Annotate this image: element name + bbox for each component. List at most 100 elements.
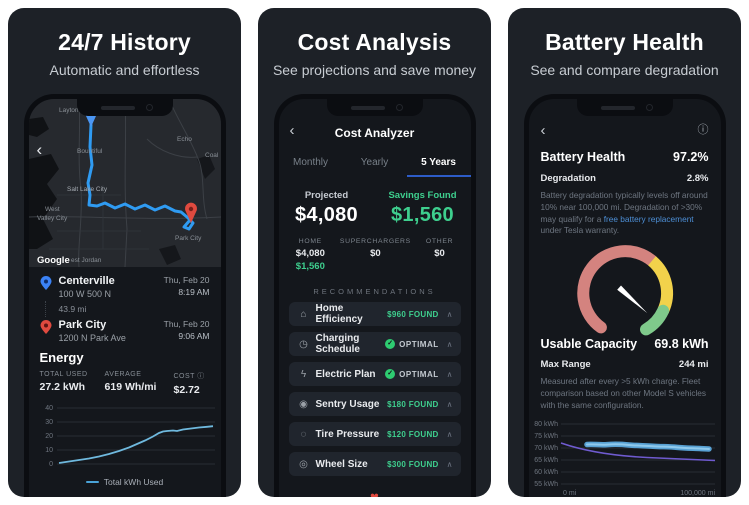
rec-electric-plan[interactable]: ϟ Electric Plan ✓ OPTIMAL ∧ (288, 362, 461, 386)
rec-tire-pressure[interactable]: ◌ Tire Pressure $120 FOUND ∧ (288, 422, 461, 446)
map-label: Layton (59, 107, 79, 114)
panel-title: 24/7 History (58, 29, 191, 55)
tab-monthly[interactable]: Monthly (292, 157, 328, 168)
gauge-green-arc (639, 304, 669, 336)
stat-total-used: TOTAL USED 27.2 kWh (39, 371, 88, 393)
end-name: Park City (58, 319, 107, 331)
panel-subtitle: Automatic and effortless (49, 62, 200, 78)
map-label: Salt Lake City (67, 186, 108, 193)
chevron-up-icon: ∧ (446, 369, 453, 379)
phone-screen: ‹ Cost Analyzer Monthly Yearly 5 Years P… (278, 99, 471, 497)
savings-badge: $120 FOUND (387, 429, 439, 439)
your-measurements-core (585, 443, 710, 451)
info-icon[interactable]: ⓘ (697, 124, 709, 136)
degradation-note: Battery degradation typically levels off… (540, 190, 708, 236)
battery-replacement-link[interactable]: free battery replacement (603, 213, 694, 224)
trip-start-row[interactable]: Centerville 100 W 500 N Thu, Feb 20 8:19… (40, 275, 210, 299)
panel-title: Cost Analysis (297, 29, 452, 55)
projected-value: $4,080 (295, 204, 358, 226)
optimal-badge: OPTIMAL (399, 369, 439, 379)
y-tick: 75 kWh (534, 433, 558, 440)
panel-battery-health: Battery Health See and compare degradati… (508, 8, 741, 497)
x-max-label: 100,000 mi (680, 490, 715, 497)
breakdown-superchargers: SUPERCHARGERS $0 (339, 238, 411, 259)
rec-home-efficiency[interactable]: ⌂ Home Efficiency $960 FOUND ∧ (288, 302, 461, 326)
end-time: 9:06 AM (178, 331, 210, 341)
battery-health-value: 97.2% (673, 150, 709, 164)
phone-notch (576, 99, 673, 116)
map-label: Coal (205, 152, 219, 159)
trip-map[interactable]: Layton Echo Coal Bountiful Salt Lake Cit… (28, 99, 221, 268)
savings-badge: $180 FOUND (387, 399, 439, 409)
tab-yearly[interactable]: Yearly (360, 157, 389, 168)
check-circle-icon: ✓ (385, 339, 396, 349)
tab-5-years[interactable]: 5 Years (406, 157, 471, 177)
phone-notch (76, 99, 173, 116)
degradation-value: 2.8% (686, 173, 709, 184)
capacity-chart: 80 kWh 75 kWh 70 kWh 65 kWh 60 kWh 55 kW… (534, 421, 715, 497)
y-tick: 20 (45, 433, 53, 440)
y-tick: 40 (45, 405, 53, 412)
y-tick: 10 (45, 447, 53, 454)
energy-line (58, 425, 213, 464)
clock-icon: ◷ (299, 338, 308, 350)
map-label: est Jordan (71, 257, 102, 264)
rec-charging-schedule[interactable]: ◷ Charging Schedule ✓ OPTIMAL ∧ (288, 332, 461, 356)
google-logo: Google (37, 255, 70, 266)
back-chevron-icon[interactable]: ‹ (36, 140, 43, 159)
savings-label: Savings Found (388, 190, 457, 201)
y-tick: 65 kWh (534, 457, 558, 464)
back-chevron-icon[interactable]: ‹ (540, 122, 546, 139)
map-label: Echo (177, 136, 192, 143)
red-pin-icon (40, 320, 51, 334)
check-circle-icon: ✓ (385, 369, 396, 379)
stat-cost: COST ⓘ $2.72 (173, 373, 205, 396)
start-date: Thu, Feb 20 (163, 275, 210, 285)
back-chevron-icon[interactable]: ‹ (289, 122, 295, 139)
gauge-red-arc (576, 245, 658, 334)
start-time: 8:19 AM (178, 287, 210, 297)
map-label: Valley City (37, 215, 68, 222)
y-tick: 60 kWh (534, 469, 558, 476)
trip-end-row[interactable]: Park City 1200 N Park Ave Thu, Feb 20 9:… (40, 319, 210, 343)
wheel-icon: ◎ (299, 458, 308, 470)
energy-heading: Energy (39, 350, 84, 365)
y-tick: 0 (49, 461, 53, 468)
map-terrain-patch (196, 155, 215, 179)
chevron-up-icon: ∧ (446, 309, 453, 319)
chevron-up-icon: ∧ (446, 459, 453, 469)
map-terrain-patch (28, 154, 59, 249)
chevron-up-icon: ∧ (446, 429, 453, 439)
measurement-note: Measured after every >5 kWh charge. Flee… (540, 376, 707, 410)
chevron-up-icon: ∧ (446, 399, 453, 409)
home-icon: ⌂ (300, 308, 307, 320)
tire-pressure-icon: ◌ (300, 428, 307, 440)
battery-health-label: Battery Health (540, 150, 626, 164)
map-label: Bountiful (77, 148, 103, 155)
panel-history: 24/7 History Automatic and effortless (8, 8, 241, 497)
heart-icon: ♥ (279, 489, 471, 497)
energy-chart: 40 30 20 10 0 (45, 405, 215, 468)
stat-average: AVERAGE 619 Wh/mi (104, 371, 157, 393)
phone-notch (326, 99, 423, 116)
lightning-icon: ϟ (300, 368, 307, 380)
fleet-average-line (560, 442, 715, 462)
rec-wheel-size[interactable]: ◎ Wheel Size $300 FOUND ∧ (288, 452, 461, 476)
y-tick: 70 kWh (534, 445, 558, 452)
end-pin-icon (184, 202, 197, 223)
x-min-label: 0 mi (563, 490, 577, 497)
savings-block: Savings Found $1,560 (375, 190, 471, 227)
gauge-needle (616, 285, 647, 314)
energy-section: Energy TOTAL USED 27.2 kWh AVERAGE 619 W… (29, 343, 221, 396)
period-tabs: Monthly Yearly 5 Years (279, 157, 471, 177)
map-label: West (45, 206, 60, 213)
trip-details: Centerville 100 W 500 N Thu, Feb 20 8:19… (29, 267, 221, 343)
phone-mockup: ‹ Cost Analyzer Monthly Yearly 5 Years P… (273, 94, 476, 497)
map-canvas: Layton Echo Coal Bountiful Salt Lake Cit… (28, 99, 221, 268)
recommendations-header: RECOMMENDATIONS (313, 287, 436, 296)
energy-legend: Total kWh Used (29, 477, 221, 487)
screen-title: Cost Analyzer (334, 126, 415, 140)
rec-sentry-usage[interactable]: ◉ Sentry Usage $180 FOUND ∧ (288, 392, 461, 416)
optimal-badge: OPTIMAL (399, 339, 439, 349)
start-name: Centerville (58, 275, 115, 287)
